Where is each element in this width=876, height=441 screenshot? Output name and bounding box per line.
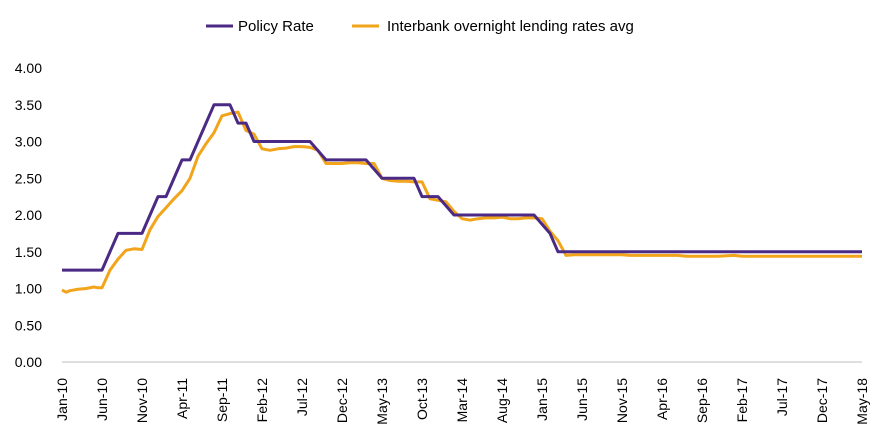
x-tick-label: Nov-15: [614, 378, 630, 423]
x-tick-label: Feb-17: [734, 378, 750, 423]
x-tick-label: Oct-13: [414, 378, 430, 420]
x-tick-label: Apr-11: [174, 378, 190, 419]
x-tick-label: Feb-12: [254, 378, 270, 423]
x-tick-label: Aug-14: [494, 378, 510, 423]
y-tick-label: 1.00: [15, 281, 42, 297]
x-tick-label: Sep-16: [694, 378, 710, 423]
x-tick-label: Dec-12: [334, 378, 350, 423]
legend-label-interbank-rate: Interbank overnight lending rates avg: [387, 18, 634, 35]
x-tick-label: Jul-17: [774, 378, 790, 416]
y-tick-label: 2.50: [15, 170, 42, 186]
x-tick-label: Apr-16: [654, 378, 670, 420]
legend: Policy Rate Interbank overnight lending …: [206, 18, 634, 35]
y-tick-label: 3.50: [15, 97, 42, 113]
x-tick-label: Jul-12: [294, 378, 310, 416]
x-tick-label: May-13: [374, 378, 390, 425]
y-tick-label: 0.50: [15, 317, 42, 333]
series-line-interbank-rate: [61, 110, 862, 294]
y-tick-label: 0.00: [15, 354, 42, 370]
legend-label-policy-rate: Policy Rate: [238, 18, 314, 35]
x-tick-label: Mar-14: [454, 378, 470, 423]
y-tick-label: 2.00: [15, 207, 42, 223]
y-axis: 0.00 0.50 1.00 1.50 2.00 2.50 3.00 3.50 4.00: [15, 60, 42, 370]
x-tick-label: Dec-17: [814, 378, 830, 423]
x-tick-label: Jun-10: [94, 378, 110, 421]
x-tick-label: Jan-15: [534, 378, 550, 421]
y-tick-label: 1.50: [15, 244, 42, 260]
x-tick-label: Nov-10: [134, 378, 150, 423]
x-tick-label: Sep-11: [214, 378, 230, 422]
x-tick-label: Jan-10: [54, 378, 70, 421]
series-line-policy-rate: [62, 103, 862, 272]
x-tick-label: May-18: [854, 378, 870, 425]
x-tick-label: Jun-15: [574, 378, 590, 421]
series-layer: [61, 103, 862, 294]
x-axis: Jan-10 Jun-10 Nov-10 Apr-11 Sep-11 Feb-12 Jul-…: [54, 378, 870, 425]
y-tick-label: 4.00: [15, 60, 42, 76]
y-tick-label: 3.00: [15, 134, 42, 150]
